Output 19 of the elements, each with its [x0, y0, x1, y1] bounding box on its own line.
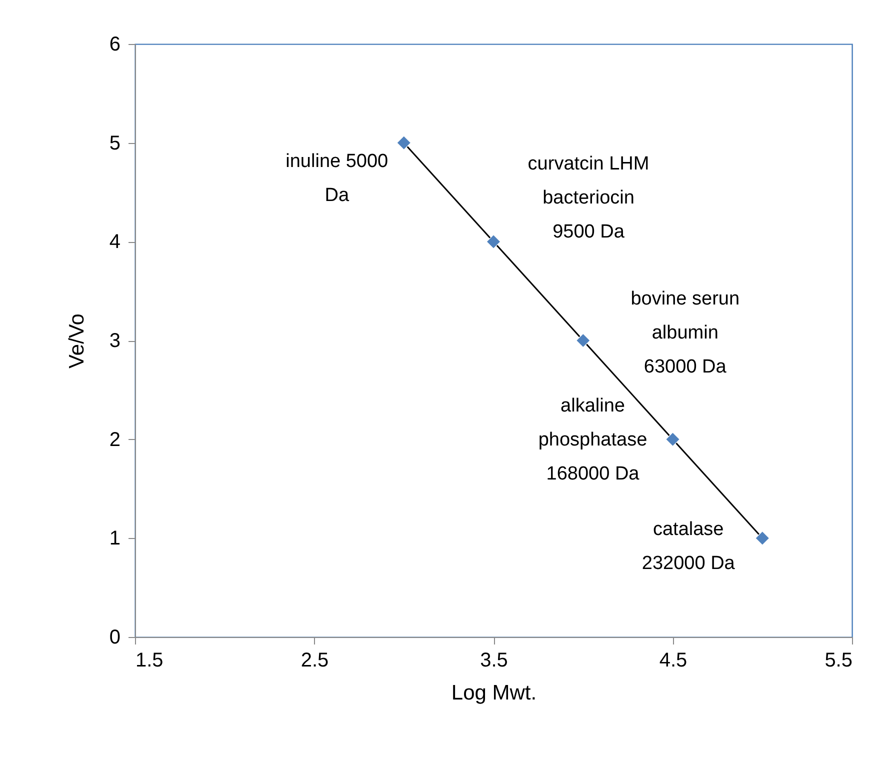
- y-axis-title: Ve/Vo: [65, 314, 88, 368]
- annotation: alkaline phosphatase 168000 Da: [538, 395, 648, 484]
- y-tick-label: 4: [109, 231, 120, 254]
- y-tick-label: 1: [109, 528, 120, 550]
- y-tick-label: 6: [109, 34, 120, 56]
- x-tick-label: 5.5: [824, 650, 852, 672]
- annotation: bovine serun albumin 63000 Da: [630, 288, 740, 378]
- y-tick-label: 0: [109, 626, 120, 648]
- x-tick-label: 4.5: [659, 650, 688, 672]
- annotation: catalase 232000 Da: [642, 519, 736, 574]
- y-tick-label: 3: [109, 330, 120, 352]
- y-tick-label: 2: [109, 428, 120, 451]
- y-tick-label: 5: [109, 132, 120, 154]
- x-axis-title: Log Mwt.: [451, 682, 537, 704]
- x-tick-label: 1.5: [136, 650, 164, 672]
- x-tick-label: 2.5: [300, 650, 329, 672]
- annotation: inuline 5000 Da: [286, 150, 388, 206]
- x-tick-label: 3.5: [480, 650, 508, 672]
- annotation: curvatcin LHM bacteriocin 9500 Da: [528, 154, 650, 243]
